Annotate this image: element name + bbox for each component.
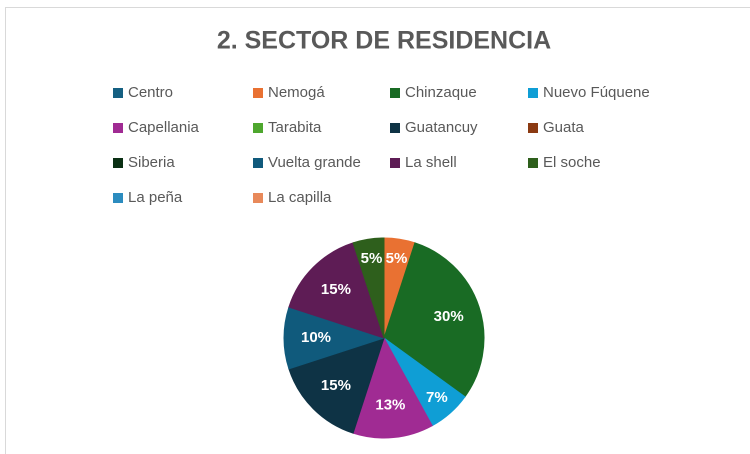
legend-label: Chinzaque <box>405 84 477 101</box>
legend-swatch <box>113 88 123 98</box>
data-label: 10% <box>301 329 331 346</box>
pie-slice <box>352 336 433 439</box>
legend-swatch <box>113 158 123 168</box>
data-label: 30% <box>434 308 464 325</box>
legend-swatch <box>528 88 538 98</box>
legend-swatch <box>113 123 123 133</box>
legend-swatch <box>113 193 123 203</box>
pie-slice <box>288 242 385 339</box>
legend-swatch <box>528 123 538 133</box>
legend-label: La shell <box>405 154 457 171</box>
pie-slice <box>383 242 485 398</box>
legend-label: La capilla <box>268 189 332 206</box>
legend-swatch <box>528 158 538 168</box>
legend-swatch <box>253 158 263 168</box>
data-label: 15% <box>321 281 351 298</box>
legend-swatch <box>253 193 263 203</box>
legend-label: Centro <box>128 84 173 101</box>
data-label: 13% <box>375 397 405 414</box>
legend-label: Guatancuy <box>405 119 478 136</box>
legend-label: El soche <box>543 154 601 171</box>
legend-label: Tarabita <box>268 119 322 136</box>
legend-swatch <box>390 158 400 168</box>
legend-swatch <box>253 123 263 133</box>
legend-label: Siberia <box>128 154 175 171</box>
legend-swatch <box>253 88 263 98</box>
pie-slice <box>352 237 385 339</box>
legend-label: Guata <box>543 119 585 136</box>
data-label: 7% <box>426 389 448 406</box>
legend-label: Nuevo Fúquene <box>543 84 650 101</box>
legend-swatch <box>390 123 400 133</box>
legend-swatch <box>390 88 400 98</box>
legend-label: Capellania <box>128 119 200 136</box>
pie-slice <box>288 337 385 434</box>
chart-title: 2. SECTOR DE RESIDENCIA <box>217 27 551 55</box>
data-label: 15% <box>321 377 351 394</box>
legend-label: La peña <box>128 189 183 206</box>
data-label: 5% <box>386 250 408 267</box>
data-label: 5% <box>361 250 383 267</box>
legend-label: Vuelta grande <box>268 154 361 171</box>
legend-label: Nemogá <box>268 84 325 101</box>
